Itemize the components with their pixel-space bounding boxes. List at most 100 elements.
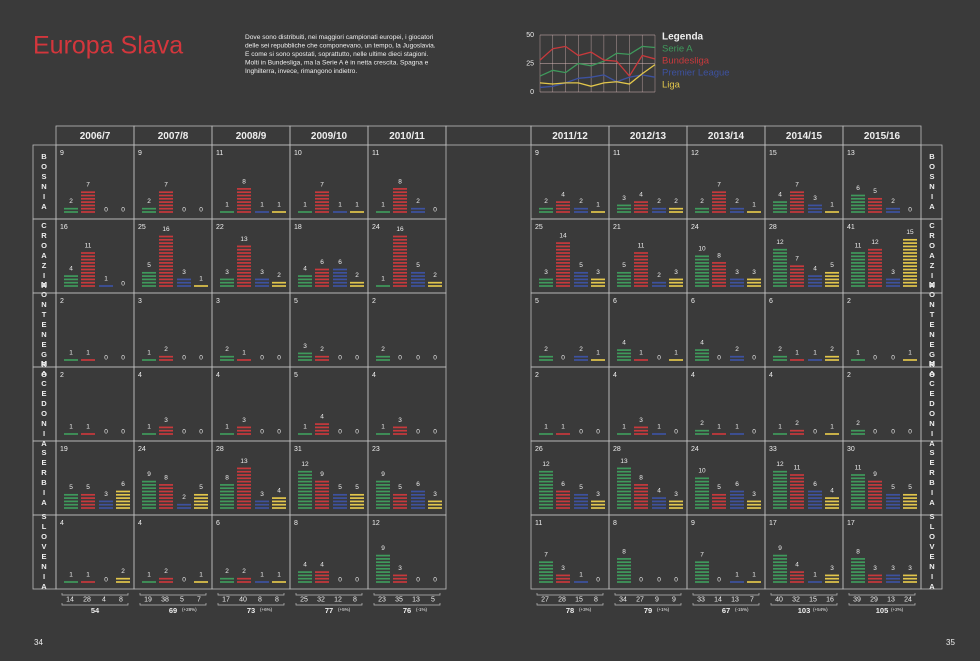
value-label: 8 bbox=[398, 178, 402, 185]
stacked-bar bbox=[868, 248, 882, 287]
cell-total: 28 bbox=[769, 224, 777, 231]
stacked-bar bbox=[315, 480, 329, 509]
cell-total: 16 bbox=[60, 224, 68, 231]
value-label: 7 bbox=[86, 182, 90, 189]
value-label: 2 bbox=[320, 346, 324, 353]
value-label: 1 bbox=[830, 423, 834, 430]
cell-total: 13 bbox=[847, 150, 855, 157]
value-label: 11 bbox=[85, 242, 92, 249]
value-label: 6 bbox=[416, 481, 420, 488]
stacked-bar bbox=[220, 355, 234, 361]
league-total: 5 bbox=[431, 596, 435, 603]
value-label: 0 bbox=[674, 429, 678, 436]
total-bracket bbox=[770, 593, 838, 596]
stacked-bar bbox=[116, 577, 130, 583]
league-total: 34 bbox=[619, 596, 627, 603]
value-label: 7 bbox=[795, 256, 799, 263]
stacked-bar bbox=[237, 245, 251, 287]
stacked-bar bbox=[159, 355, 173, 361]
value-label: 5 bbox=[873, 188, 877, 195]
value-label: 0 bbox=[182, 355, 186, 362]
stacked-bar bbox=[237, 426, 251, 435]
stacked-bar bbox=[298, 571, 312, 583]
league-total: 14 bbox=[66, 596, 74, 603]
stacked-bar bbox=[730, 207, 744, 213]
league-total: 15 bbox=[809, 596, 817, 603]
value-label: 1 bbox=[147, 349, 151, 356]
value-label: 1 bbox=[277, 201, 281, 208]
value-label: 5 bbox=[891, 484, 895, 491]
stacked-bar bbox=[220, 278, 234, 287]
value-label: 0 bbox=[182, 429, 186, 436]
league-total: 16 bbox=[826, 596, 834, 603]
country-label: SERBIA bbox=[927, 448, 937, 508]
cell-total: 9 bbox=[60, 150, 64, 157]
cell-total: 2 bbox=[372, 298, 376, 305]
country-label: BOSNIA bbox=[39, 152, 49, 212]
season-label: 2010/11 bbox=[389, 131, 425, 142]
stacked-bar bbox=[695, 429, 709, 435]
value-label: 6 bbox=[813, 481, 817, 488]
stacked-bar bbox=[315, 268, 329, 287]
cell-total: 17 bbox=[769, 520, 777, 527]
stacked-bar bbox=[851, 474, 865, 509]
value-label: 1 bbox=[561, 423, 565, 430]
stacked-bar bbox=[790, 429, 804, 435]
cell-total: 41 bbox=[847, 224, 855, 231]
league-total: 12 bbox=[334, 596, 342, 603]
value-label: 6 bbox=[561, 481, 565, 488]
value-label: 8 bbox=[164, 474, 168, 481]
total-bracket bbox=[770, 603, 838, 606]
cell-total: 24 bbox=[138, 446, 146, 453]
value-label: 5 bbox=[398, 484, 402, 491]
value-label: 0 bbox=[355, 577, 359, 584]
intro-line: Molti in Bundesliga, ma la Serie A è in … bbox=[245, 60, 429, 67]
stacked-bar bbox=[64, 493, 78, 509]
value-label: 3 bbox=[544, 269, 548, 276]
intro-line: Dove sono distribuiti, nei maggiori camp… bbox=[245, 34, 434, 41]
total-bracket bbox=[217, 603, 285, 606]
cell-total: 15 bbox=[769, 150, 777, 157]
value-label: 1 bbox=[735, 423, 739, 430]
value-label: 3 bbox=[225, 269, 229, 276]
cell-total: 26 bbox=[535, 446, 543, 453]
value-label: 4 bbox=[795, 562, 799, 569]
stacked-bar bbox=[868, 574, 882, 583]
season-change: (+5%) bbox=[338, 607, 351, 612]
country-label: SLOVENIA bbox=[39, 512, 49, 592]
stacked-bar bbox=[886, 574, 900, 583]
stacked-bar bbox=[539, 207, 553, 213]
value-label: 1 bbox=[303, 201, 307, 208]
value-label: 11 bbox=[855, 464, 862, 471]
value-label: 1 bbox=[735, 571, 739, 578]
value-label: 7 bbox=[700, 552, 704, 559]
cell-total: 24 bbox=[372, 224, 380, 231]
stacked-bar bbox=[790, 265, 804, 287]
cell-total: 30 bbox=[847, 446, 855, 453]
league-total: 17 bbox=[222, 596, 230, 603]
league-total: 8 bbox=[258, 596, 262, 603]
value-label: 1 bbox=[596, 201, 600, 208]
league-total: 29 bbox=[870, 596, 878, 603]
value-label: 2 bbox=[225, 346, 229, 353]
cell-total: 4 bbox=[769, 372, 773, 379]
value-label: 3 bbox=[182, 269, 186, 276]
stacked-bar bbox=[81, 252, 95, 287]
legend-entry: Premier League bbox=[662, 68, 730, 79]
stacked-bar bbox=[64, 275, 78, 287]
stacked-bar bbox=[730, 278, 744, 287]
stacked-bar bbox=[695, 207, 709, 213]
stacked-bar bbox=[159, 235, 173, 287]
stacked-bar bbox=[652, 207, 666, 213]
total-bracket bbox=[536, 593, 604, 596]
value-label: 9 bbox=[381, 471, 385, 478]
stacked-bar bbox=[574, 271, 588, 287]
cell-total: 12 bbox=[691, 150, 699, 157]
value-label: 1 bbox=[199, 275, 203, 282]
value-label: 1 bbox=[147, 423, 151, 430]
value-label: 1 bbox=[86, 423, 90, 430]
cell-total: 9 bbox=[138, 150, 142, 157]
value-label: 12 bbox=[871, 239, 879, 246]
value-label: 2 bbox=[700, 420, 704, 427]
cell-total: 12 bbox=[372, 520, 380, 527]
